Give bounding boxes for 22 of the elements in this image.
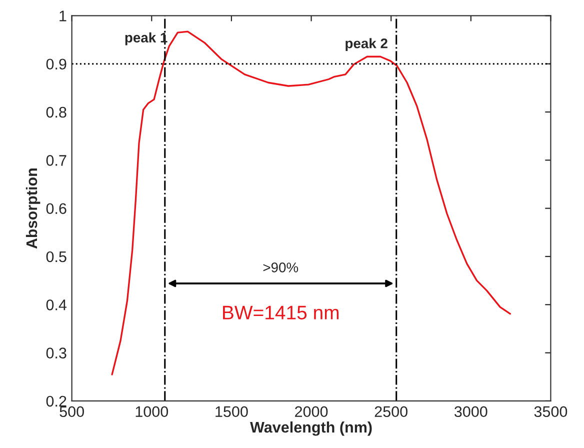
- x-tick-label: 2000: [295, 406, 328, 418]
- y-tick-label: 0.9: [46, 58, 66, 70]
- y-tick-label: 0.6: [46, 203, 66, 214]
- y-axis-title: Absorption: [26, 168, 40, 249]
- annotation: BW=1415 nm: [223, 306, 339, 320]
- annotation: >90%: [263, 262, 298, 272]
- annotation: peak 2: [346, 38, 388, 52]
- x-tick-label: 3500: [534, 406, 568, 418]
- x-tick-label: 2500: [374, 406, 408, 418]
- line-series: [111, 30, 511, 376]
- x-tick-label: 1000: [136, 406, 168, 418]
- y-tick-label: 0.8: [46, 106, 66, 118]
- y-tick-label: 0.2: [46, 396, 66, 407]
- x-tick-label: 500: [60, 406, 84, 418]
- x-axis-title: Wavelength (nm): [250, 421, 372, 436]
- y-tick-label: 0.5: [46, 251, 66, 262]
- x-tick-label: 1500: [216, 406, 248, 418]
- y-tick-label: 0.4: [46, 300, 67, 310]
- y-tick-label: 1: [60, 10, 66, 22]
- y-tick-label: 0.7: [46, 155, 66, 166]
- y-tick-label: 0.3: [46, 348, 66, 358]
- x-tick-label: 3000: [454, 406, 488, 418]
